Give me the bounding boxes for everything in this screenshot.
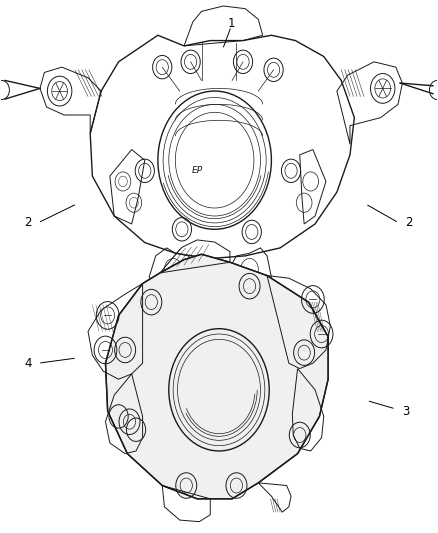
Text: EP: EP — [191, 166, 203, 175]
Text: 4: 4 — [24, 357, 32, 370]
Polygon shape — [106, 254, 328, 499]
Text: 3: 3 — [402, 405, 410, 417]
Text: 1: 1 — [227, 17, 235, 29]
Text: 2: 2 — [405, 216, 413, 229]
Text: 2: 2 — [24, 216, 32, 229]
